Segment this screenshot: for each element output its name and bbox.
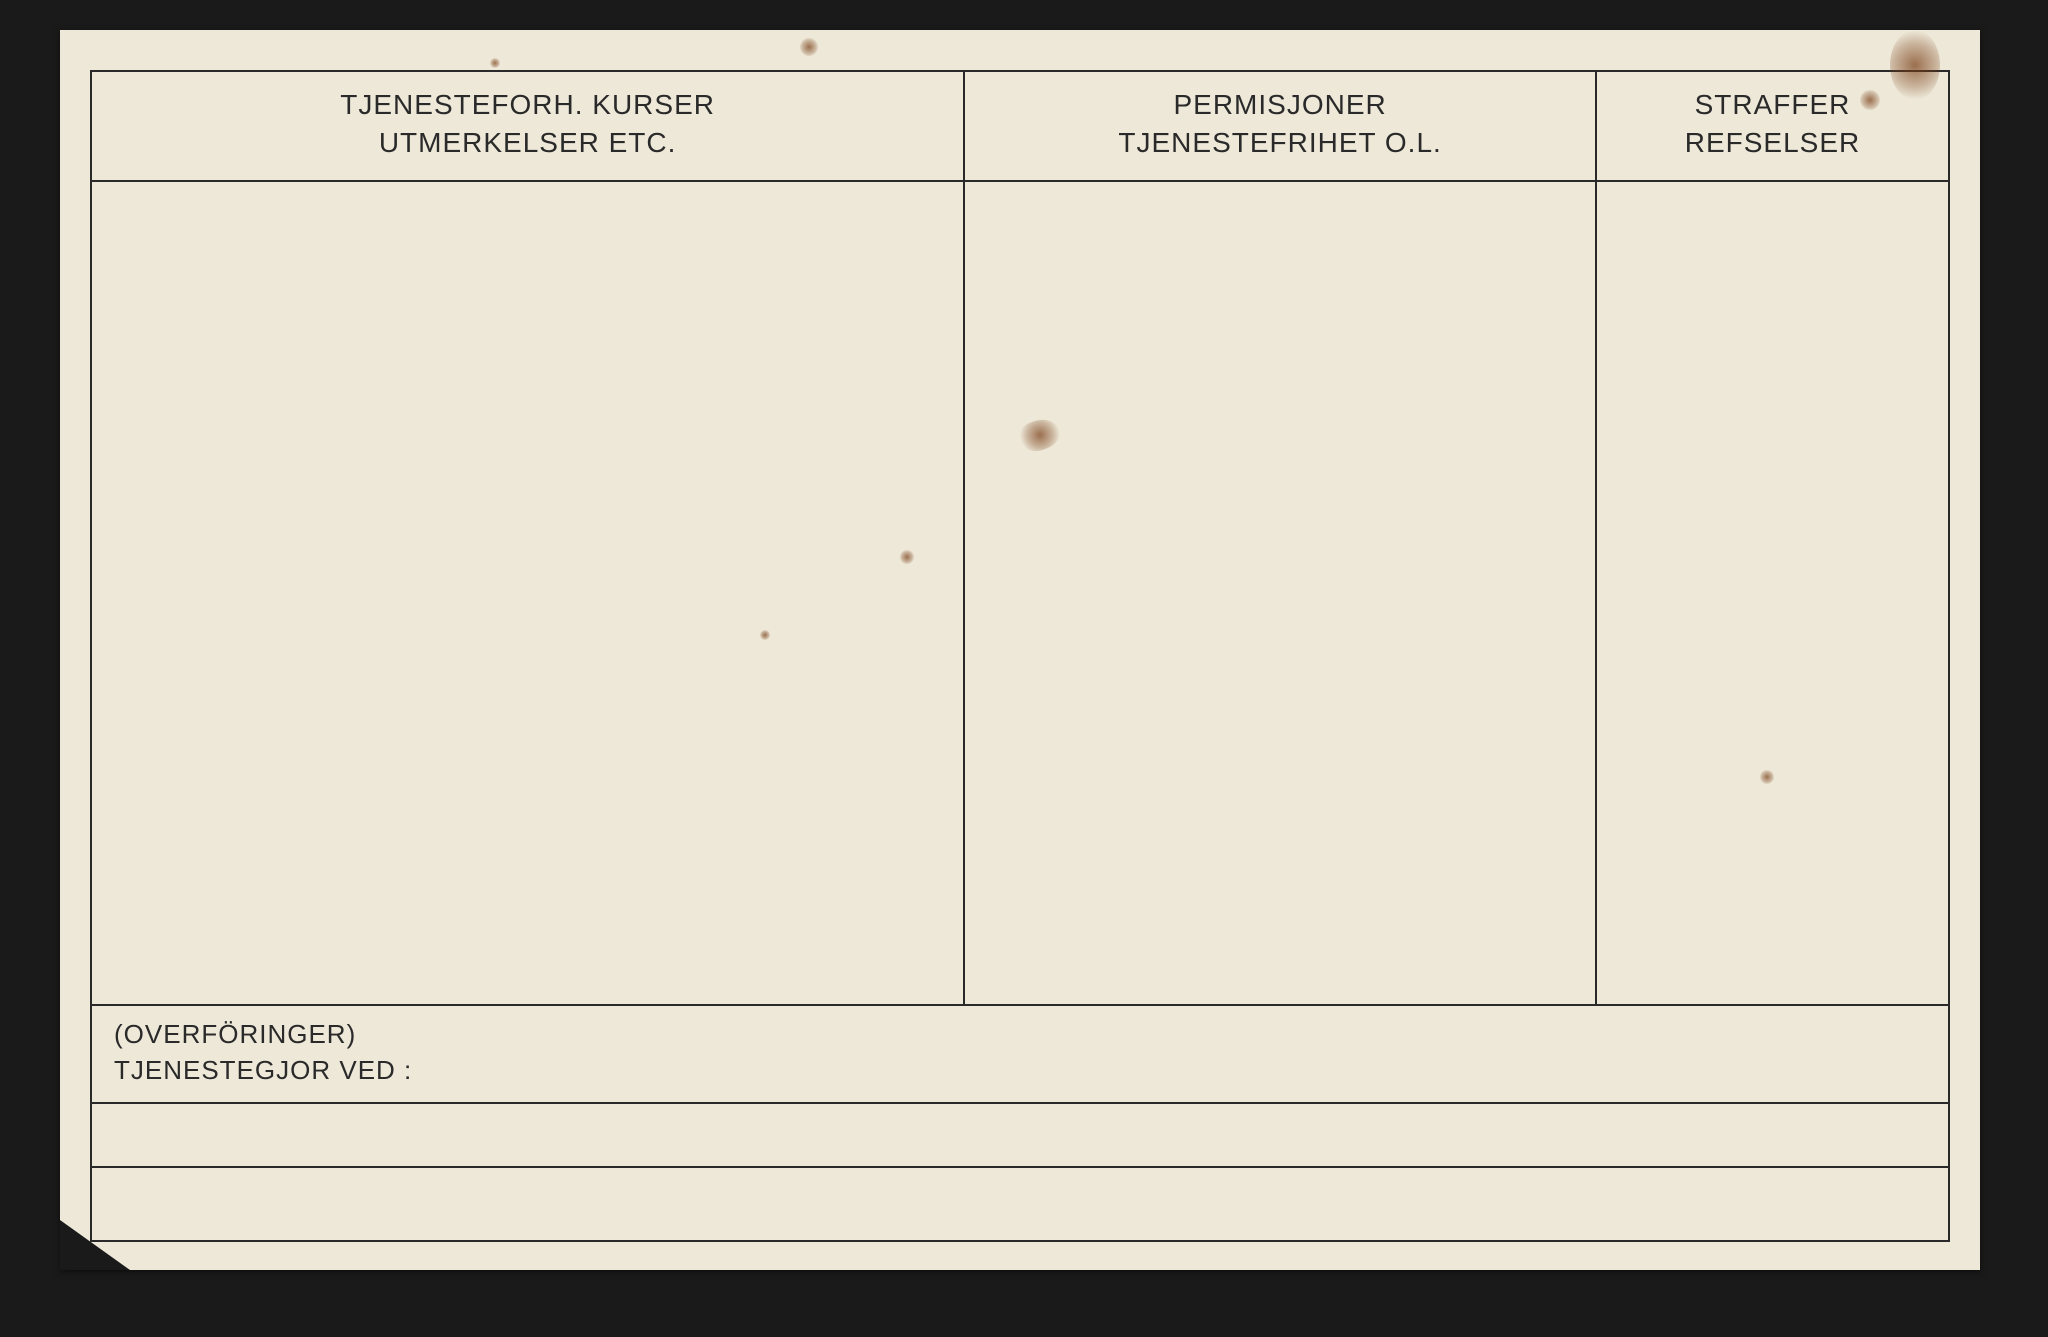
stain-icon bbox=[490, 58, 500, 68]
header-col2-line2: TJENESTEFRIHET O.L. bbox=[1118, 127, 1441, 158]
footer-line1: (OVERFÖRINGER) bbox=[114, 1019, 356, 1049]
body-col3 bbox=[1596, 181, 1949, 1005]
body-col2 bbox=[964, 181, 1596, 1005]
record-card: TJENESTEFORH. KURSER UTMERKELSER ETC. PE… bbox=[60, 30, 1980, 1270]
header-row: TJENESTEFORH. KURSER UTMERKELSER ETC. PE… bbox=[91, 71, 1949, 181]
header-col1: TJENESTEFORH. KURSER UTMERKELSER ETC. bbox=[91, 71, 964, 181]
record-table: TJENESTEFORH. KURSER UTMERKELSER ETC. PE… bbox=[90, 70, 1950, 1242]
header-col3-line1: STRAFFER bbox=[1695, 89, 1851, 120]
footer-line2: TJENESTEGJOR VED : bbox=[114, 1055, 412, 1085]
blank-cell-1 bbox=[91, 1103, 1949, 1167]
stain-icon bbox=[800, 38, 818, 56]
blank-row-2 bbox=[91, 1167, 1949, 1241]
footer-row: (OVERFÖRINGER) TJENESTEGJOR VED : bbox=[91, 1005, 1949, 1104]
dog-ear-icon bbox=[60, 1220, 130, 1270]
blank-cell-2 bbox=[91, 1167, 1949, 1241]
header-col3-line2: REFSELSER bbox=[1685, 127, 1861, 158]
blank-row-1 bbox=[91, 1103, 1949, 1167]
header-col2: PERMISJONER TJENESTEFRIHET O.L. bbox=[964, 71, 1596, 181]
header-col2-line1: PERMISJONER bbox=[1173, 89, 1386, 120]
body-col1 bbox=[91, 181, 964, 1005]
header-col3: STRAFFER REFSELSER bbox=[1596, 71, 1949, 181]
header-col1-line1: TJENESTEFORH. KURSER bbox=[340, 89, 715, 120]
footer-cell: (OVERFÖRINGER) TJENESTEGJOR VED : bbox=[91, 1005, 1949, 1104]
header-col1-line2: UTMERKELSER ETC. bbox=[379, 127, 677, 158]
body-row bbox=[91, 181, 1949, 1005]
